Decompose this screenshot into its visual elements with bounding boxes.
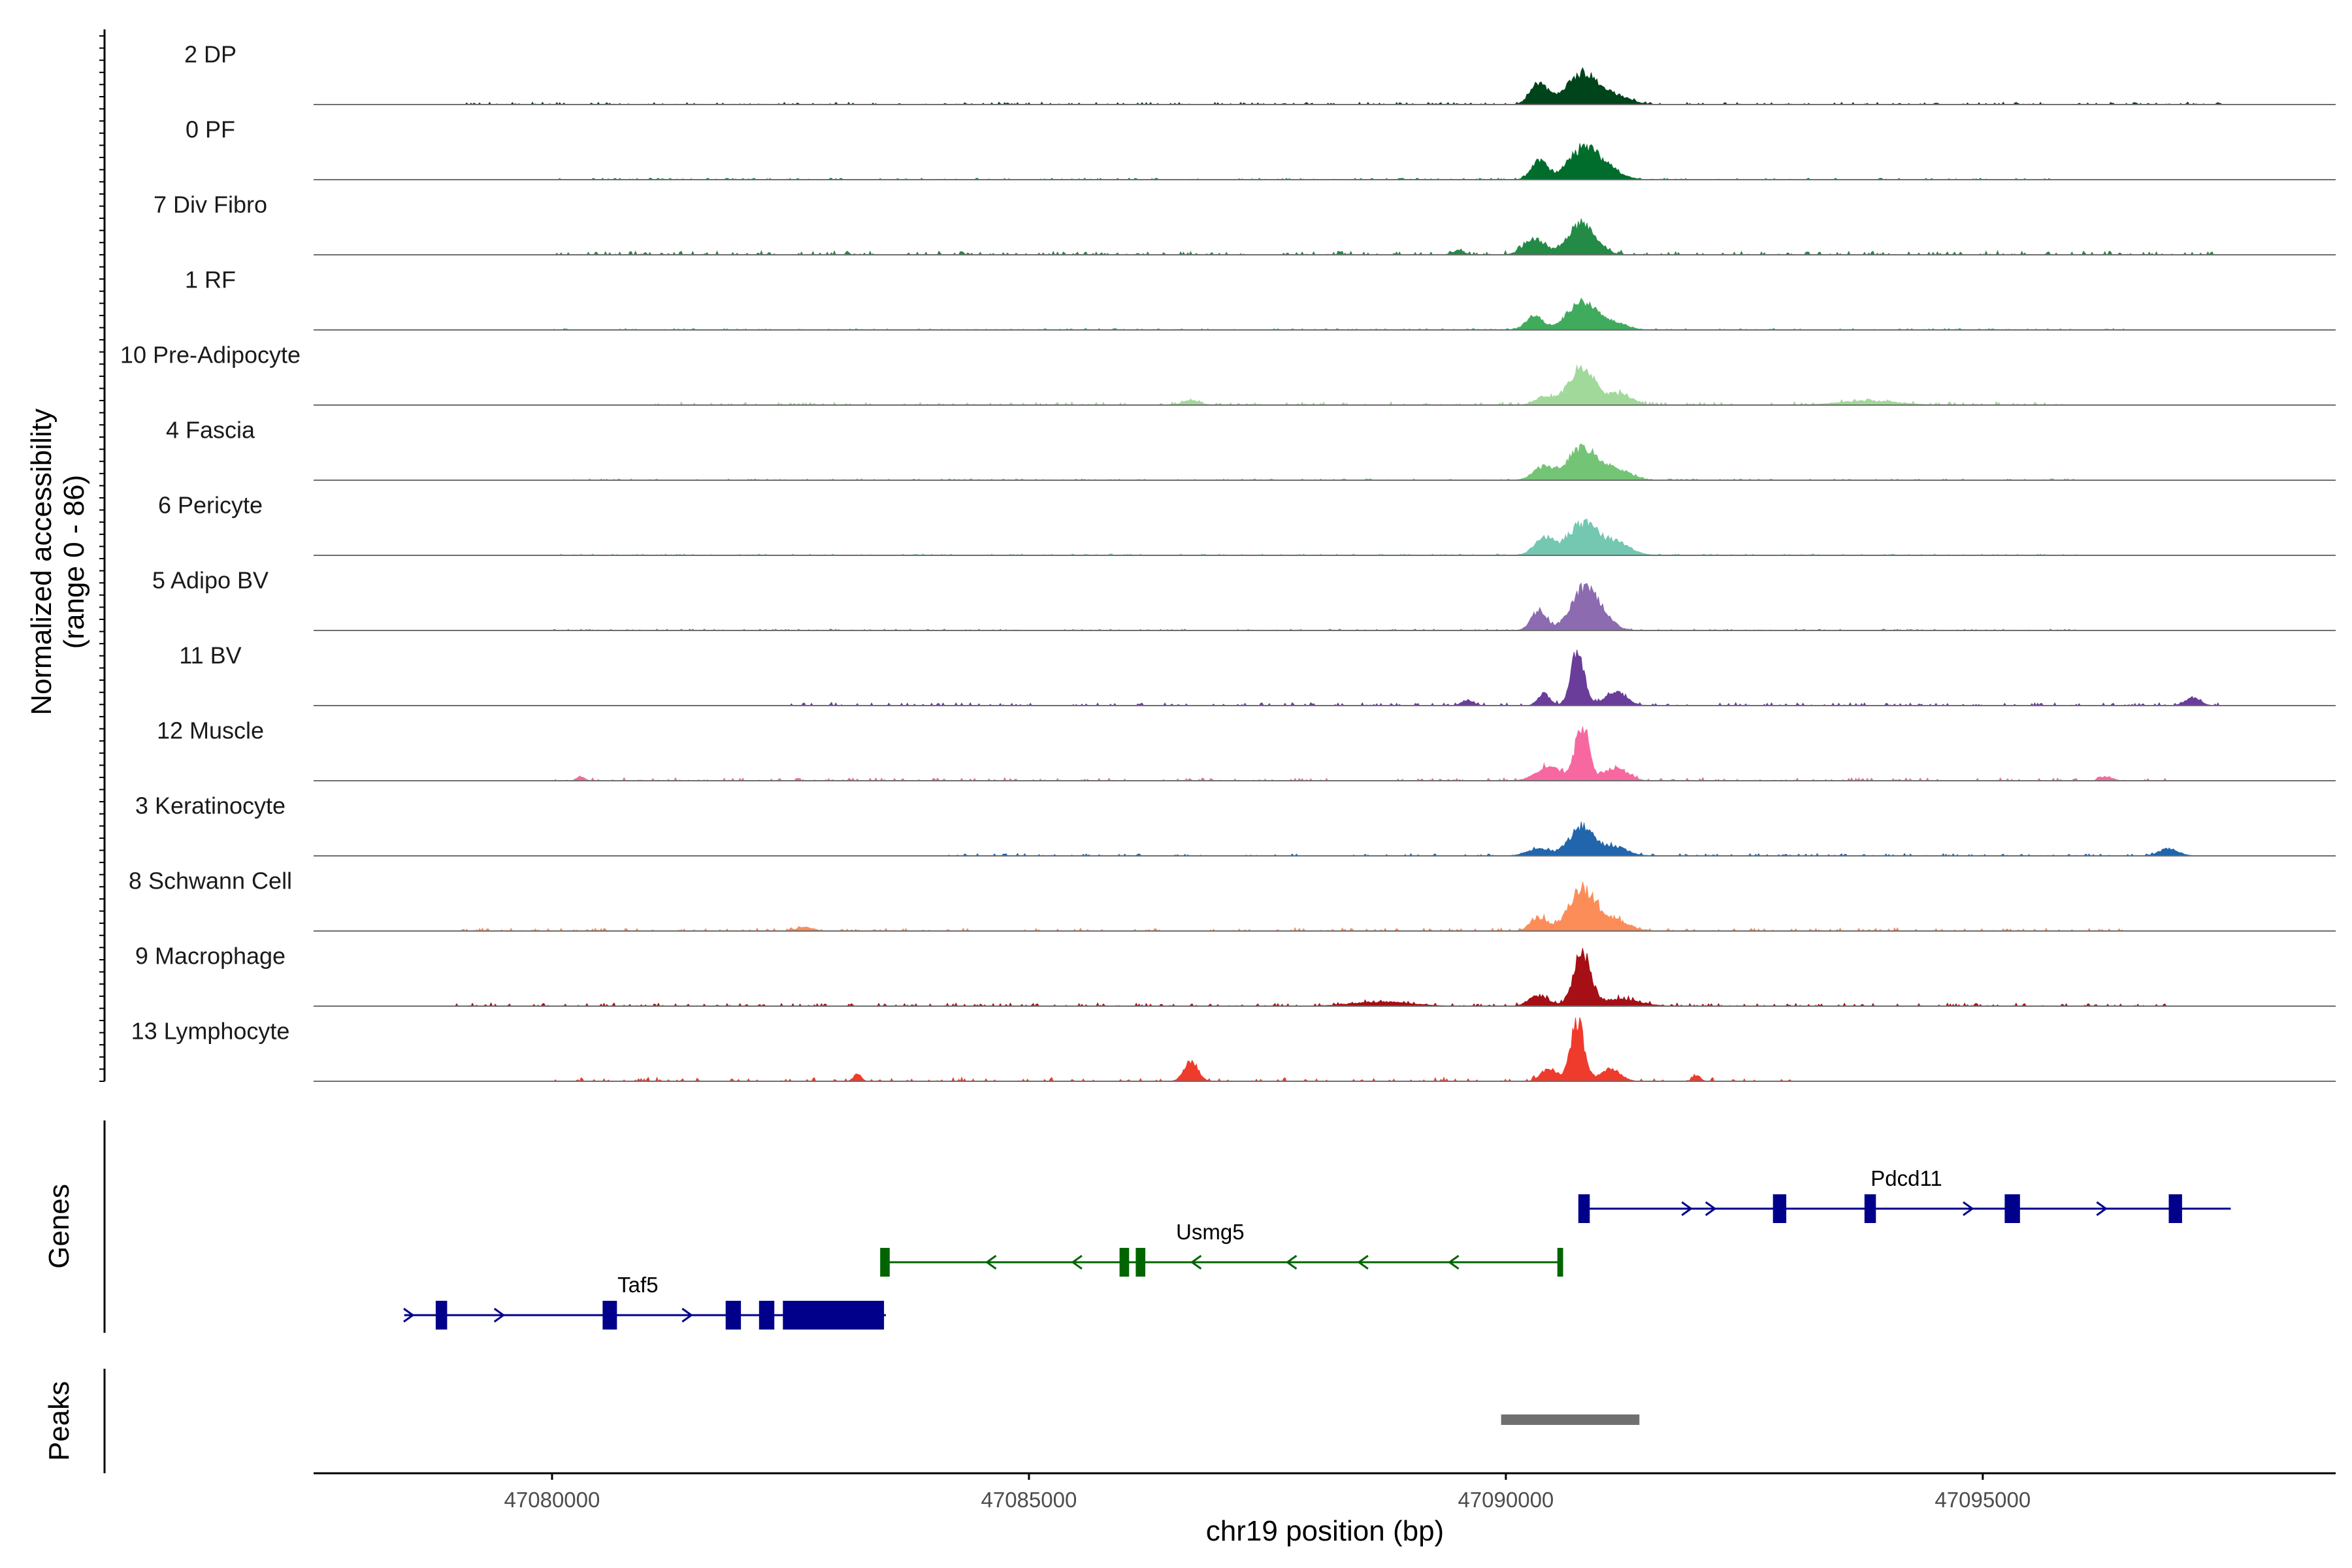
track-label-4-fascia: 4 Fascia xyxy=(166,417,255,444)
track-0-pf: 0 PF xyxy=(186,116,2336,180)
y-axis-title: Normalized accessibility xyxy=(25,408,57,715)
strand-arrow-usmg5 xyxy=(1448,1254,1460,1270)
strand-arrow-pdcd11 xyxy=(1681,1201,1693,1217)
strand-arrow-usmg5 xyxy=(1190,1254,1202,1270)
exon-usmg5 xyxy=(880,1248,890,1277)
genes-panel: Pdcd11 Usmg5 Taf5 xyxy=(403,1166,2231,1330)
peaks-panel xyxy=(1501,1414,1640,1425)
peak-region xyxy=(1501,1414,1640,1425)
exon-taf5 xyxy=(435,1301,448,1330)
gene-pdcd11: Pdcd11 xyxy=(1578,1166,2231,1223)
x-axis-title: chr19 position (bp) xyxy=(1206,1515,1444,1547)
exon-usmg5 xyxy=(1557,1248,1563,1277)
peaks-panel-title: Peaks xyxy=(43,1381,75,1461)
track-label-6-pericyte: 6 Pericyte xyxy=(158,492,263,519)
coverage-y-axis-ticks xyxy=(99,35,105,1082)
exon-taf5 xyxy=(783,1301,885,1330)
track-1-rf: 1 RF xyxy=(185,267,2336,331)
exon-pdcd11 xyxy=(2004,1194,2020,1223)
gene-label-pdcd11: Pdcd11 xyxy=(1870,1166,1942,1190)
track-label-13-lymphocyte: 13 Lymphocyte xyxy=(131,1018,290,1045)
x-tick-label: 47095000 xyxy=(1935,1488,2031,1512)
track-label-9-macrophage: 9 Macrophage xyxy=(135,943,286,970)
exon-taf5 xyxy=(725,1301,742,1330)
track-label-11-bv: 11 BV xyxy=(179,642,241,669)
track-4-fascia: 4 Fascia xyxy=(166,417,2336,481)
exon-pdcd11 xyxy=(1578,1194,1590,1223)
strand-arrow-usmg5 xyxy=(985,1254,997,1270)
gene-label-taf5: Taf5 xyxy=(617,1273,658,1297)
strand-arrow-usmg5 xyxy=(1357,1254,1369,1270)
track-label-10-pre-adipocyte: 10 Pre-Adipocyte xyxy=(120,342,301,368)
strand-arrow-pdcd11 xyxy=(2096,1201,2108,1217)
exon-pdcd11 xyxy=(2168,1194,2182,1223)
exon-pdcd11 xyxy=(1772,1194,1787,1223)
track-6-pericyte: 6 Pericyte xyxy=(158,492,2336,556)
exon-taf5 xyxy=(602,1301,617,1330)
track-10-pre-adipocyte: 10 Pre-Adipocyte xyxy=(120,342,2336,406)
gene-label-usmg5: Usmg5 xyxy=(1176,1220,1245,1244)
exon-pdcd11 xyxy=(1864,1194,1876,1223)
track-label-2-dp: 2 DP xyxy=(184,41,237,68)
track-label-3-keratinocyte: 3 Keratinocyte xyxy=(135,792,286,819)
exon-usmg5 xyxy=(1119,1248,1130,1277)
track-7-div-fibro: 7 Div Fibro xyxy=(154,191,2336,256)
track-3-keratinocyte: 3 Keratinocyte xyxy=(135,792,2336,857)
x-axis-ticks: 47080000 47085000 47090000 47095000 xyxy=(504,1473,2031,1512)
track-label-7-div-fibro: 7 Div Fibro xyxy=(154,191,267,218)
track-label-8-schwann-cell: 8 Schwann Cell xyxy=(129,868,292,894)
track-label-1-rf: 1 RF xyxy=(185,267,236,293)
exon-taf5 xyxy=(759,1301,775,1330)
strand-arrow-taf5 xyxy=(403,1307,415,1323)
strand-arrow-taf5 xyxy=(681,1307,693,1323)
track-label-12-muscle: 12 Muscle xyxy=(157,717,264,744)
y-axis-range-label: (range 0 - 86) xyxy=(58,475,90,649)
gene-taf5: Taf5 xyxy=(403,1273,886,1330)
track-11-bv: 11 BV xyxy=(179,642,2336,707)
track-8-schwann-cell: 8 Schwann Cell xyxy=(129,868,2336,932)
strand-arrow-pdcd11 xyxy=(1963,1201,1974,1217)
x-tick-label: 47080000 xyxy=(504,1488,600,1512)
track-12-muscle: 12 Muscle xyxy=(157,717,2336,782)
track-5-adipo-bv: 5 Adipo BV xyxy=(152,567,2336,631)
strand-arrow-pdcd11 xyxy=(1705,1201,1717,1217)
track-13-lymphocyte: 13 Lymphocyte xyxy=(131,1017,2336,1083)
track-label-0-pf: 0 PF xyxy=(186,116,235,143)
track-2-dp: 2 DP xyxy=(184,41,2336,105)
x-tick-label: 47090000 xyxy=(1458,1488,1554,1512)
strand-arrow-usmg5 xyxy=(1285,1254,1298,1270)
track-9-macrophage: 9 Macrophage xyxy=(135,943,2336,1007)
gene-usmg5: Usmg5 xyxy=(880,1220,1563,1277)
coverage-panel: 2 DP 0 PF 7 Div Fibro 1 RF 10 Pre-Adipocyte 4… xyxy=(120,41,2336,1083)
strand-arrow-usmg5 xyxy=(1071,1254,1083,1270)
exon-usmg5 xyxy=(1135,1248,1145,1277)
track-label-5-adipo-bv: 5 Adipo BV xyxy=(152,567,269,594)
x-tick-label: 47085000 xyxy=(981,1488,1077,1512)
genes-panel-title: Genes xyxy=(43,1184,75,1269)
strand-arrow-taf5 xyxy=(493,1307,506,1323)
